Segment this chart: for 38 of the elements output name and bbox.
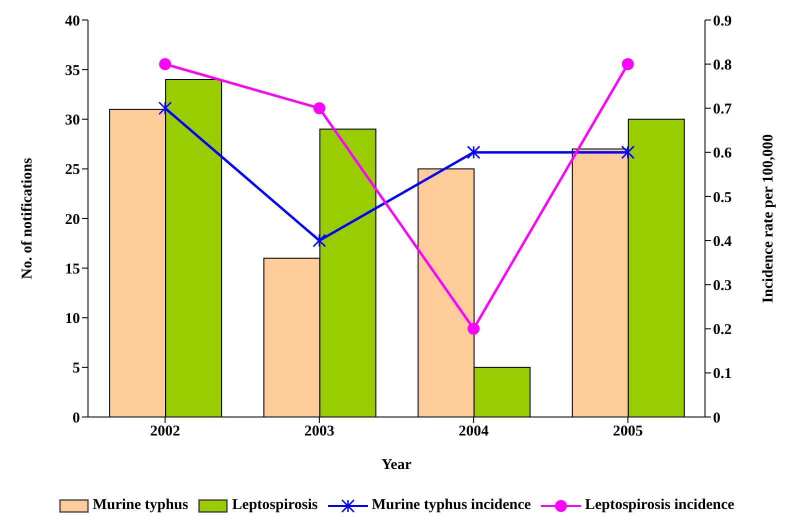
legend-label: Murine typhus incidence <box>372 497 531 514</box>
y2-tick-label: 0.8 <box>713 57 732 74</box>
y-tick-label: 30 <box>65 112 80 129</box>
y2-tick-label: 0.7 <box>713 102 732 118</box>
x-axis-title: Year <box>382 457 412 473</box>
point <box>313 102 326 114</box>
y-tick-label: 25 <box>65 162 80 178</box>
y-tick-label: 35 <box>65 62 80 79</box>
x-tick-label: 2005 <box>612 424 643 440</box>
y-tick-label: 0 <box>72 410 80 426</box>
y-tick-label: 5 <box>72 360 80 377</box>
y-tick-label: 15 <box>65 261 80 278</box>
y-tick-label: 40 <box>65 13 80 30</box>
y2-tick-label: 0.3 <box>713 278 732 294</box>
legend-label: Leptospirosis incidence <box>584 497 734 514</box>
y2-tick-label: 0.5 <box>713 190 732 206</box>
point <box>621 146 635 160</box>
point <box>468 322 480 335</box>
point <box>312 234 326 248</box>
point <box>466 146 480 160</box>
y2-tick-label: 0.4 <box>713 234 732 250</box>
point <box>159 58 172 70</box>
y2-axis-title: Incidence rate per 100,000 <box>760 134 776 303</box>
legend-label: Murine typhus <box>92 497 188 514</box>
x-tick-label: 2003 <box>304 424 334 440</box>
point <box>158 101 172 115</box>
y-tick-label: 20 <box>65 212 80 228</box>
point <box>622 58 634 70</box>
y2-tick-label: 0.9 <box>713 13 732 30</box>
y2-tick-label: 0.2 <box>713 322 732 338</box>
y2-tick-label: 0 <box>713 410 720 426</box>
y2-tick-label: 0.1 <box>713 366 732 382</box>
x-tick-label: 2004 <box>458 424 490 440</box>
y-axis-title: No. of notifications <box>19 158 36 280</box>
legend-label: Leptospirosis <box>232 497 318 514</box>
x-tick-label: 2002 <box>150 424 180 440</box>
y2-tick-label: 0.6 <box>713 146 732 162</box>
y-tick-label: 10 <box>65 311 80 328</box>
